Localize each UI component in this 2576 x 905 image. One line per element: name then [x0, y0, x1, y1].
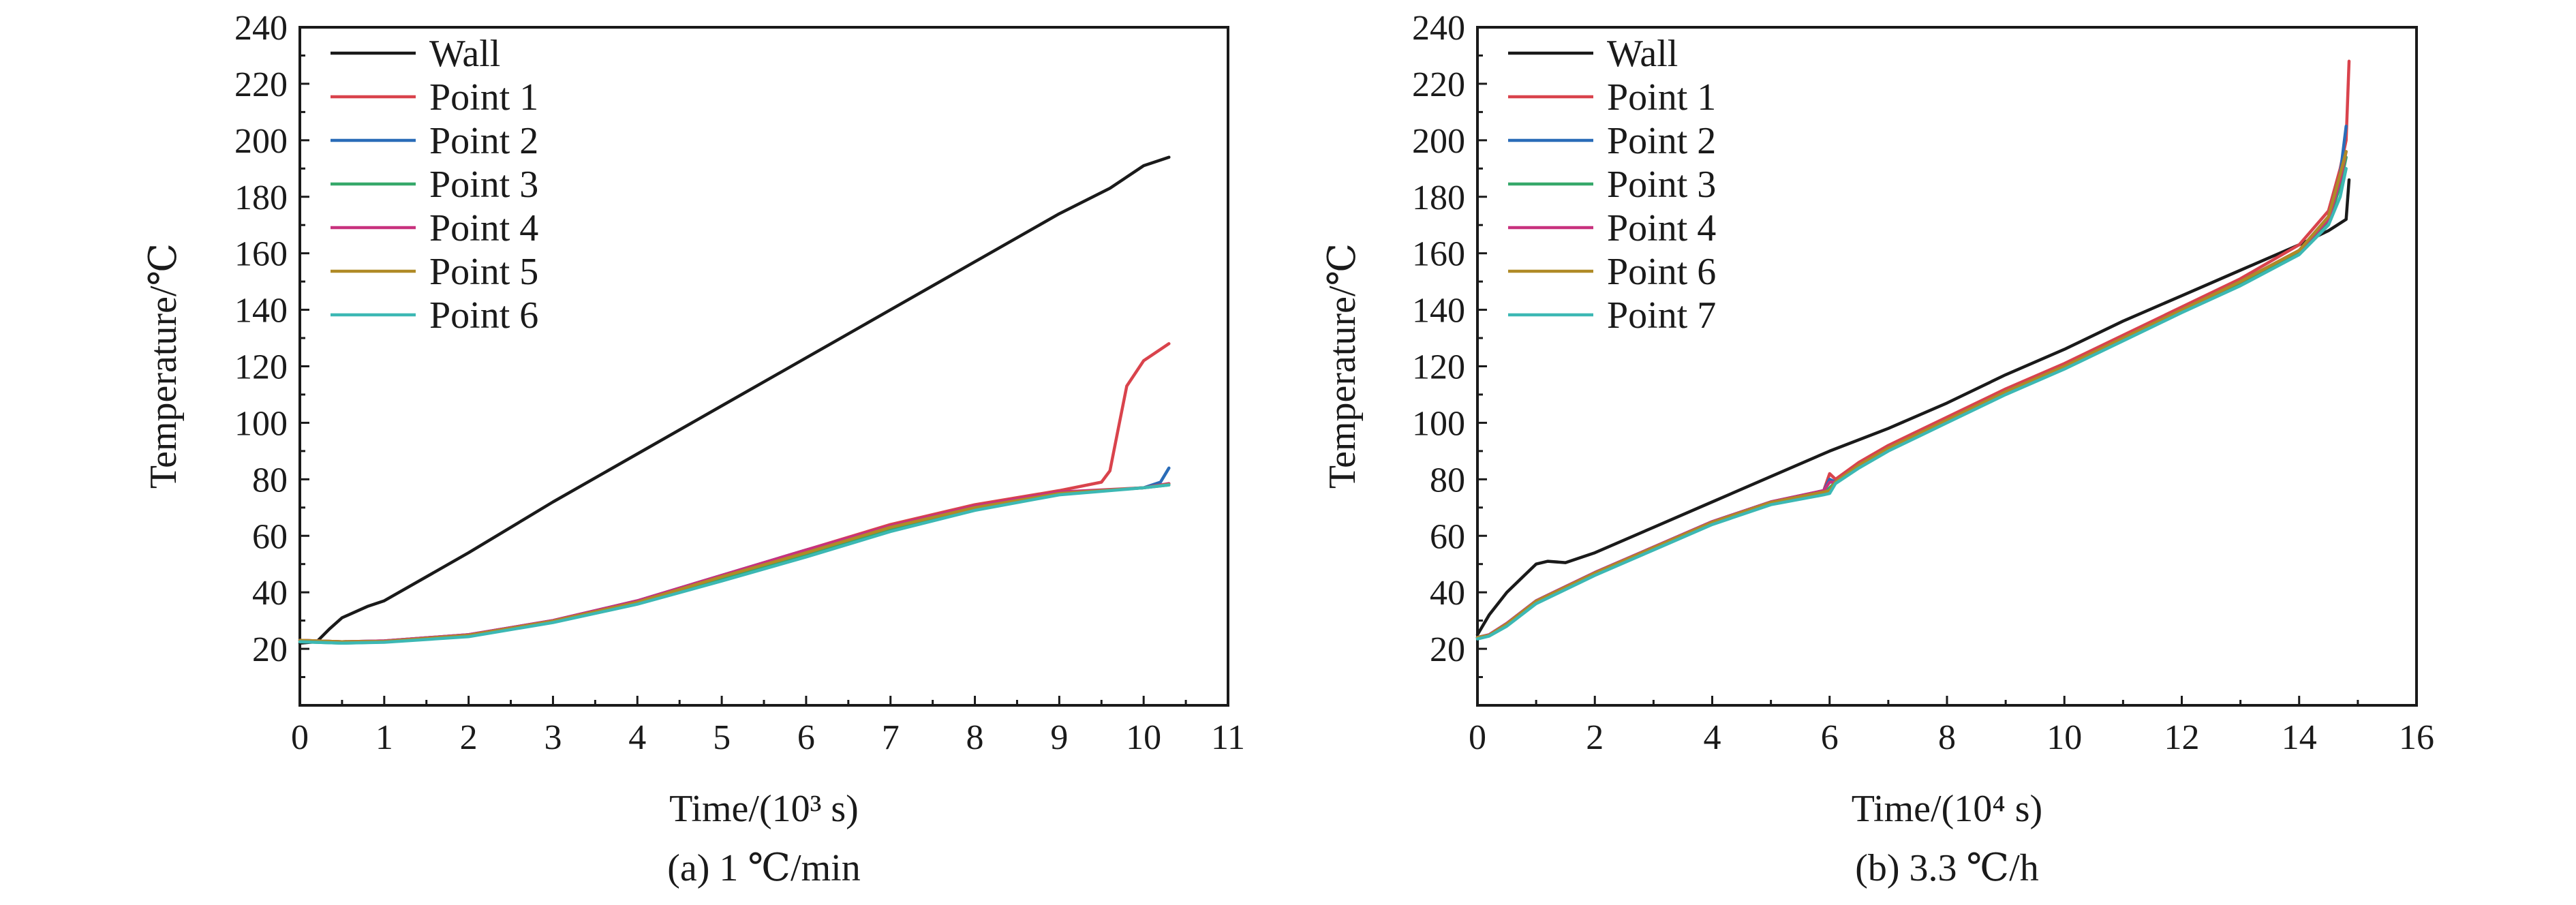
ticks-b: 0 2 4 6 8 10 12 14 16 20 40 60 80 100 120 140 160 180 200 2… — [1412, 9, 2434, 757]
x-tick-label: 9 — [1050, 718, 1068, 757]
x-tick-label: 3 — [544, 718, 562, 757]
legend-label-point-5: Point 5 — [429, 251, 538, 293]
y-tick-label: 20 — [1430, 630, 1465, 669]
legend-label-point-2: Point 2 — [429, 120, 538, 162]
x-tick-label: 11 — [1211, 718, 1245, 757]
y-tick-label: 40 — [1430, 574, 1465, 613]
x-tick-label: 7 — [882, 718, 900, 757]
series-line-point-5 — [298, 482, 1171, 643]
y-tick-label: 180 — [1412, 179, 1465, 217]
y-tick-label: 160 — [1412, 235, 1465, 274]
x-tick-label: 0 — [1469, 718, 1486, 757]
y-tick-label: 240 — [1412, 9, 1465, 48]
x-tick-label: 8 — [1938, 718, 1956, 757]
y-tick-label: 220 — [1412, 65, 1465, 104]
y-tick-label: 80 — [1430, 461, 1465, 500]
y-tick-label: 240 — [234, 9, 288, 48]
legend-label-point-4: Point 4 — [1607, 207, 1716, 249]
series-lines-b — [1475, 59, 2351, 641]
series-lines-a — [298, 155, 1171, 645]
y-tick-label: 60 — [252, 517, 288, 556]
series-line-wall — [1475, 178, 2351, 636]
x-tick-label: 0 — [291, 718, 309, 757]
y-tick-label: 60 — [1430, 517, 1465, 556]
x-axis-label-a: Time/(10³ s) — [669, 788, 859, 830]
x-axis-label-b: Time/(10⁴ s) — [1852, 788, 2042, 830]
x-tick-label: 2 — [460, 718, 478, 757]
y-tick-label: 100 — [1412, 404, 1465, 443]
x-tick-label: 10 — [2046, 718, 2082, 757]
x-tick-label: 16 — [2399, 718, 2434, 757]
ticks-a: 0 1 2 3 4 5 6 7 8 9 10 11 20 40 60 80 100 120 140 160 180 200… — [234, 9, 1245, 757]
y-tick-label: 120 — [234, 348, 288, 387]
y-tick-label: 40 — [252, 574, 288, 613]
y-tick-label: 220 — [234, 65, 288, 104]
y-tick-label: 160 — [234, 235, 288, 274]
y-tick-label: 20 — [252, 630, 288, 669]
legend-label-point-3: Point 3 — [429, 164, 538, 206]
legend-label-point-1: Point 1 — [429, 76, 538, 119]
legend-label-wall: Wall — [1607, 33, 1678, 75]
legend-label-wall: Wall — [429, 33, 500, 75]
y-tick-label: 120 — [1412, 348, 1465, 387]
series-line-point-3 — [298, 483, 1171, 645]
caption-b: (b) 3.3 ℃/h — [1855, 847, 2039, 889]
y-axis-label-a: Temperature/℃ — [142, 243, 185, 489]
legend-label-point-6: Point 6 — [429, 294, 538, 337]
x-tick-label: 5 — [713, 718, 731, 757]
x-tick-label: 12 — [2164, 718, 2200, 757]
series-line-point-6 — [1475, 150, 2348, 639]
panel-a: 0 1 2 3 4 5 6 7 8 9 10 11 20 40 60 80 100 120 140 160 180 200… — [142, 9, 1245, 889]
legend-label-point-3: Point 3 — [1607, 164, 1716, 206]
x-tick-label: 6 — [797, 718, 815, 757]
series-line-point-1 — [298, 342, 1171, 643]
y-tick-label: 180 — [234, 179, 288, 217]
panel-b: 0 2 4 6 8 10 12 14 16 20 40 60 80 100 120 140 160 180 200 2… — [1321, 9, 2434, 889]
series-line-wall — [298, 155, 1171, 645]
x-tick-label: 6 — [1821, 718, 1839, 757]
legend-label-point-6: Point 6 — [1607, 251, 1716, 293]
y-tick-label: 140 — [1412, 292, 1465, 331]
caption-a: (a) 1 ℃/min — [667, 847, 860, 889]
legend-label-point-7: Point 7 — [1607, 294, 1716, 337]
series-line-point-6 — [298, 483, 1171, 645]
x-tick-label: 4 — [628, 718, 646, 757]
legend-label-point-4: Point 4 — [429, 207, 538, 249]
x-tick-label: 4 — [1704, 718, 1721, 757]
series-line-point-7 — [1475, 167, 2348, 641]
x-tick-label: 10 — [1126, 718, 1161, 757]
y-tick-label: 80 — [252, 461, 288, 500]
y-tick-label: 200 — [1412, 122, 1465, 161]
x-tick-label: 1 — [375, 718, 393, 757]
legend-label-point-1: Point 1 — [1607, 76, 1716, 119]
legend-label-point-2: Point 2 — [1607, 120, 1716, 162]
y-tick-label: 140 — [234, 292, 288, 331]
y-axis-label-b: Temperature/℃ — [1321, 243, 1364, 489]
series-line-point-4 — [298, 482, 1171, 643]
y-tick-label: 200 — [234, 122, 288, 161]
y-tick-label: 100 — [234, 404, 288, 443]
x-tick-label: 2 — [1586, 718, 1604, 757]
x-tick-label: 14 — [2282, 718, 2317, 757]
x-tick-label: 8 — [966, 718, 984, 757]
